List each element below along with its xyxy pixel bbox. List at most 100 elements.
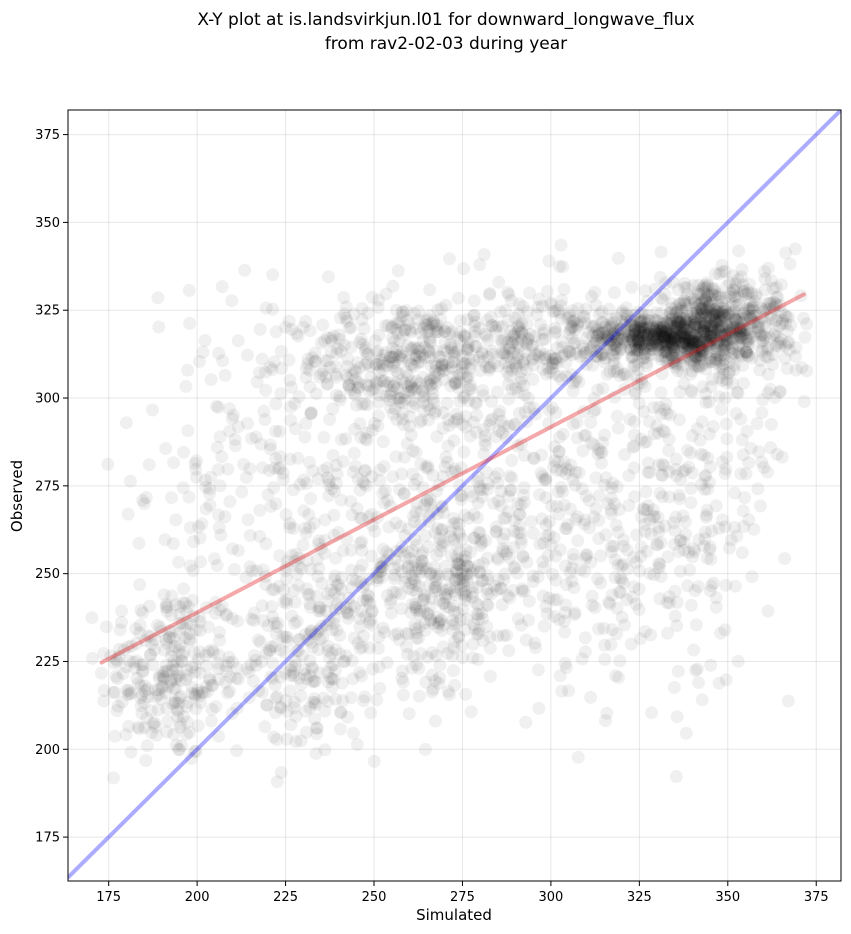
scatter-point: [552, 445, 566, 459]
scatter-point: [757, 461, 771, 474]
scatter-point: [371, 344, 385, 358]
scatter-point: [495, 335, 509, 348]
scatter-point: [386, 470, 400, 484]
scatter-point: [736, 319, 750, 333]
scatter-point: [409, 603, 423, 617]
scatter-point: [365, 383, 379, 397]
scatter-point: [423, 567, 437, 581]
scatter-point: [377, 554, 390, 568]
scatter-point: [443, 601, 457, 615]
scatter-point: [380, 656, 394, 670]
scatter-point: [644, 628, 658, 642]
scatter-point: [688, 335, 702, 349]
scatter-point: [240, 662, 254, 676]
scatter-point: [589, 298, 603, 312]
scatter-point: [361, 588, 374, 602]
scatter-point: [763, 331, 777, 345]
scatter-point: [138, 721, 152, 735]
scatter-point: [517, 379, 531, 393]
scatter-point: [404, 357, 418, 371]
scatter-point: [726, 346, 740, 360]
scatter-point: [546, 355, 560, 369]
scatter-point: [558, 348, 572, 361]
scatter-point: [667, 332, 681, 346]
scatter-point: [413, 376, 427, 390]
scatter-point: [189, 744, 203, 758]
scatter-point: [285, 609, 299, 623]
scatter-point: [507, 417, 521, 431]
scatter-point: [108, 729, 122, 743]
scatter-point: [398, 575, 412, 589]
scatter-point: [611, 332, 625, 346]
scatter-point: [715, 327, 729, 341]
scatter-point: [715, 306, 729, 320]
scatter-point: [571, 750, 585, 764]
scatter-point: [645, 337, 659, 351]
scatter-point: [633, 315, 646, 329]
scatter-point: [747, 314, 761, 328]
scatter-point: [111, 672, 124, 685]
scatter-point: [521, 333, 535, 347]
scatter-point: [319, 618, 333, 632]
scatter-point: [688, 317, 701, 331]
scatter-point: [481, 599, 495, 613]
x-tick-label: 175: [96, 890, 121, 905]
scatter-point: [732, 322, 746, 336]
scatter-point: [344, 598, 358, 612]
scatter-point: [447, 434, 461, 448]
scatter-point: [599, 471, 613, 485]
scatter-point: [715, 343, 729, 357]
scatter-point: [358, 690, 372, 704]
scatter-point: [628, 325, 642, 339]
scatter-point: [735, 263, 749, 276]
scatter-point: [459, 588, 473, 602]
scatter-point: [559, 598, 573, 612]
scatter-point: [604, 507, 618, 521]
scatter-point: [509, 359, 523, 373]
scatter-point: [578, 346, 591, 360]
scatter-point: [655, 349, 669, 363]
scatter-point: [715, 455, 729, 469]
scatter-point: [679, 336, 693, 350]
scatter-point: [395, 373, 409, 387]
scatter-point: [280, 596, 294, 610]
scatter-point: [166, 537, 180, 550]
scatter-point: [665, 311, 679, 325]
scatter-point: [720, 279, 734, 293]
scatter-point: [702, 352, 716, 365]
scatter-point: [700, 503, 714, 517]
scatter-point: [755, 342, 769, 356]
scatter-point: [341, 360, 354, 373]
scatter-point: [317, 431, 331, 444]
scatter-point: [714, 301, 728, 315]
scatter-point: [584, 415, 598, 429]
scatter-point: [453, 333, 467, 347]
scatter-point: [507, 329, 521, 343]
scatter-point: [270, 775, 284, 789]
scatter-point: [761, 465, 774, 479]
scatter-point: [710, 306, 724, 320]
scatter-point: [609, 518, 623, 532]
scatter-point: [110, 654, 124, 668]
scatter-point: [665, 331, 679, 345]
scatter-point: [404, 428, 418, 442]
scatter-point: [499, 431, 513, 445]
scatter-point: [635, 510, 648, 524]
scatter-point: [598, 351, 612, 365]
scatter-point: [719, 338, 733, 352]
scatter-point: [704, 579, 718, 593]
scatter-point: [629, 322, 642, 336]
scatter-point: [629, 340, 643, 354]
scatter-point: [665, 348, 679, 362]
scatter-point: [718, 302, 732, 316]
scatter-point: [290, 567, 304, 581]
scatter-point: [549, 549, 563, 563]
scatter-point: [161, 664, 175, 678]
scatter-point: [577, 349, 591, 362]
scatter-point: [592, 532, 606, 545]
scatter-point: [704, 309, 718, 323]
scatter-point: [736, 288, 750, 302]
scatter-point: [730, 529, 744, 543]
scatter-point: [742, 327, 756, 341]
scatter-point: [292, 578, 305, 592]
